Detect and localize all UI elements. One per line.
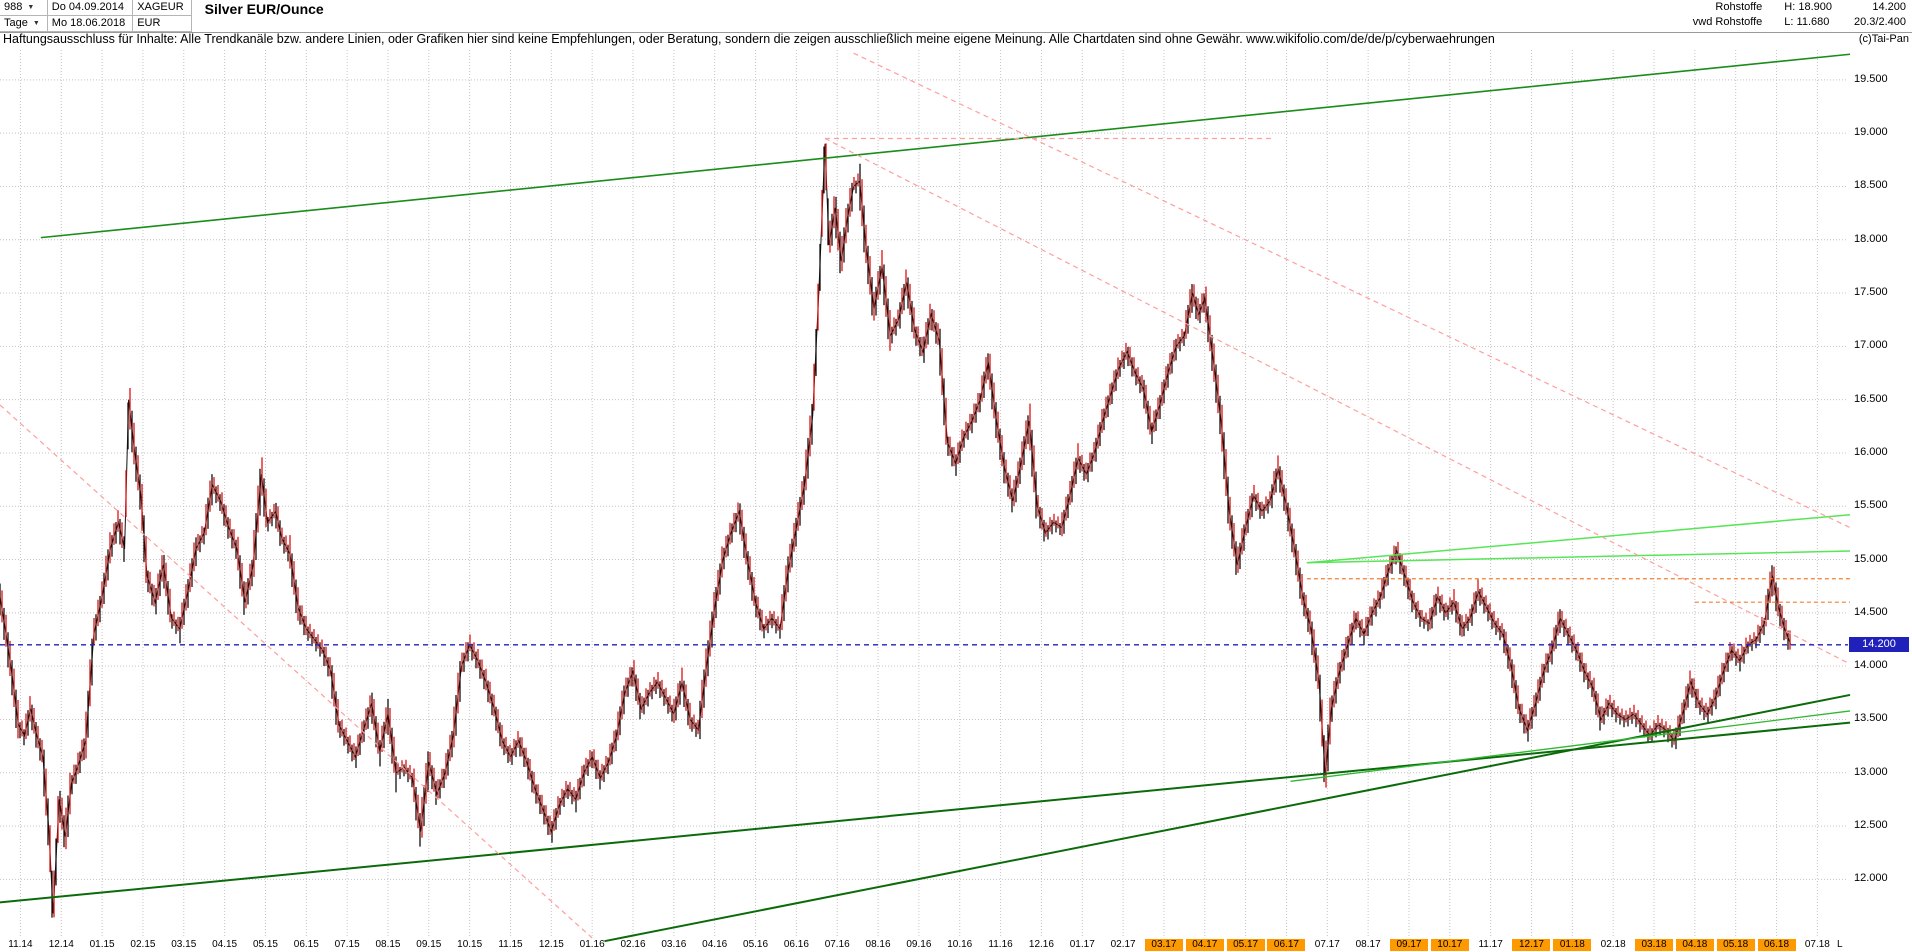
high-value: H: 18.900 <box>1784 1 1832 13</box>
end-date-field[interactable]: Mo 18.06.2018 <box>47 16 134 32</box>
price-marker-tag: 14.200 <box>1849 636 1909 652</box>
extra-value: 20.3/2.400 <box>1854 16 1906 28</box>
source-label: vwd Rohstoffe <box>1692 16 1763 28</box>
disclaimer-text: Haftungsausschluss für Inhalte: Alle Tre… <box>3 32 1495 46</box>
price-series <box>0 143 1792 918</box>
currency-label: EUR <box>133 16 192 32</box>
quote-info: Rohstoffe H: 18.900 14.200 vwd Rohstoffe… <box>1693 0 1912 31</box>
chart-settings-cells: 988 ▼ Do 04.09.2014 XAGEUR Tage ▼ Mo 18.06… <box>0 0 192 32</box>
instrument-title: Silver EUR/Ounce <box>204 1 324 17</box>
category-label: Rohstoffe <box>1715 1 1763 13</box>
gridlines <box>0 50 1848 938</box>
start-date-field[interactable]: Do 04.09.2014 <box>47 0 134 16</box>
symbol-field[interactable]: XAGEUR <box>133 0 192 16</box>
bars-count-dropdown[interactable]: 988 ▼ <box>0 0 48 16</box>
price-chart-canvas[interactable] <box>0 46 1860 952</box>
currency: EUR <box>137 17 161 29</box>
dropdown-arrow-icon: ▼ <box>27 4 35 11</box>
toolbar-left: 988 ▼ Do 04.09.2014 XAGEUR Tage ▼ Mo 18.06… <box>0 0 324 32</box>
disclaimer-row: Haftungsausschluss für Inhalte: Alle Tre… <box>0 33 1912 46</box>
dropdown-arrow-icon: ▼ <box>32 20 40 27</box>
copyright: (c)Tai-Pan <box>1858 33 1909 45</box>
low-value: L: 11.680 <box>1784 16 1830 28</box>
trend-lines <box>0 52 1851 943</box>
period-dropdown[interactable]: Tage ▼ <box>0 16 48 32</box>
period-value: Tage <box>4 17 28 29</box>
last-price: 14.200 <box>1872 1 1906 13</box>
start-date: Do 04.09.2014 <box>51 1 124 13</box>
price-marker-value: 14.200 <box>1862 637 1896 650</box>
end-date: Mo 18.06.2018 <box>51 17 126 29</box>
symbol: XAGEUR <box>137 1 184 13</box>
bars-count-value: 988 <box>4 1 23 13</box>
toolbar: 988 ▼ Do 04.09.2014 XAGEUR Tage ▼ Mo 18.06… <box>0 0 1912 33</box>
